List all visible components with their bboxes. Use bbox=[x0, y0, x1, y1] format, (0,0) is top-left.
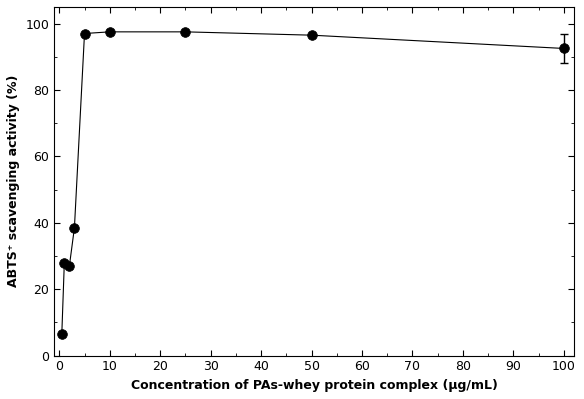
X-axis label: Concentration of PAs-whey protein complex (μg/mL): Concentration of PAs-whey protein comple… bbox=[131, 379, 498, 392]
Y-axis label: ABTS⁺ scavenging activity (%): ABTS⁺ scavenging activity (%) bbox=[7, 75, 20, 287]
